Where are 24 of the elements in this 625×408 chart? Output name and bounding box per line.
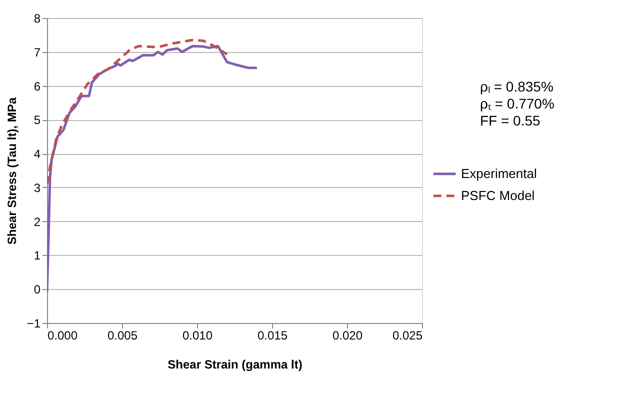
x-tick-label: 0.025 xyxy=(392,328,423,342)
y-tick-label: 1 xyxy=(34,248,41,263)
text: ρₗ = 0.835% xyxy=(480,78,554,94)
y-tick-label: −1 xyxy=(26,316,41,330)
y-tick-label: 3 xyxy=(34,180,41,195)
y-tick-label: 7 xyxy=(34,45,41,60)
y-tick-label: 8 xyxy=(34,12,41,26)
y-tick-label: 6 xyxy=(34,79,41,94)
x-tick-label: 0.005 xyxy=(107,328,138,342)
y-tick-label: 5 xyxy=(34,113,41,128)
legend-label: PSFC Model xyxy=(461,188,535,203)
x-tick-label: 0.010 xyxy=(182,328,213,342)
y-tick-label: 0 xyxy=(34,282,41,297)
y-tick-label: 2 xyxy=(34,214,41,229)
legend-label: Experimental xyxy=(461,166,537,181)
line-series xyxy=(47,38,228,186)
x-tick-label: 0.015 xyxy=(257,328,288,342)
y-axis-title: Shear Stress (Tau lt), MPa xyxy=(4,97,19,245)
x-tick-label: 0.020 xyxy=(332,328,363,342)
text: FF = 0.55 xyxy=(480,112,541,128)
y-tick-label: 4 xyxy=(34,147,41,162)
text: ρₜ = 0.770% xyxy=(480,96,554,112)
x-axis-title: Shear Strain (gamma lt) xyxy=(168,358,302,372)
x-tick-label: 0.000 xyxy=(48,328,78,342)
